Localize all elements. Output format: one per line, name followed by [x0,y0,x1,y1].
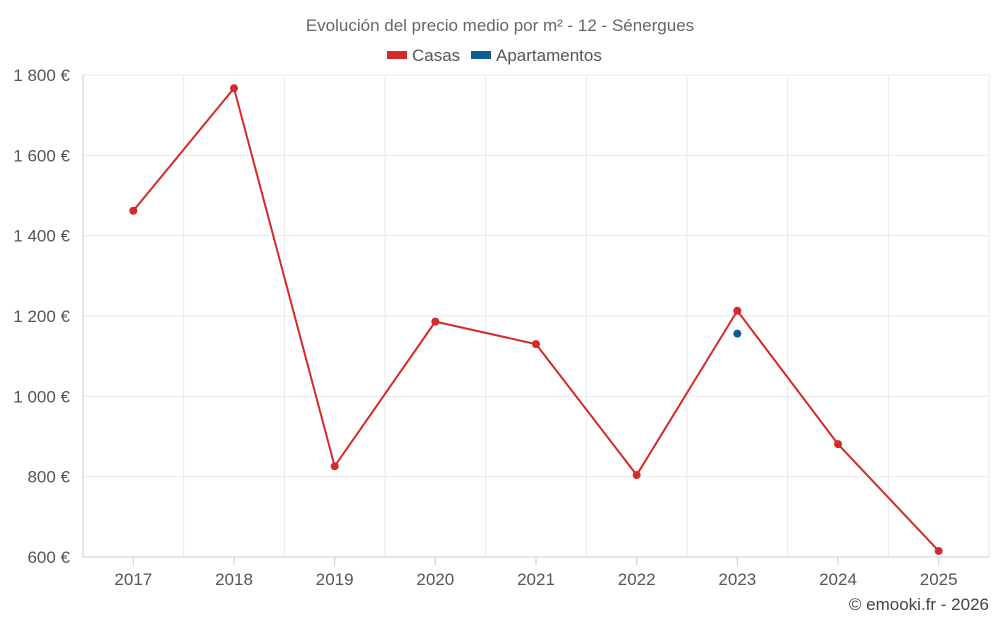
data-point-casas[interactable] [632,471,641,480]
y-tick-label: 1 400 € [13,227,70,246]
data-point-casas[interactable] [934,546,943,555]
legend: Casas Apartamentos [387,46,602,65]
credit-text[interactable]: © emooki.fr - 2026 [849,595,989,614]
data-point-casas[interactable] [532,340,540,349]
x-tick-label: 2023 [718,570,756,589]
legend-swatch-casas[interactable] [387,51,407,59]
data-point-casas[interactable] [129,206,138,215]
y-tick-label: 1 000 € [13,387,70,406]
y-tick-label: 800 € [27,468,70,487]
x-tick-label: 2025 [920,570,958,589]
series-line-casas [132,87,940,552]
axes: 600 € 800 € 1 000 € 1 200 € 1 400 € 1 600 € 1 … [13,66,989,589]
y-tick-label: 600 € [27,548,70,567]
x-tick-label: 2020 [416,570,454,589]
series [129,84,943,555]
x-tick-label: 2022 [618,570,656,589]
y-tick-label: 1 800 € [13,66,70,85]
legend-swatch-apartamentos[interactable] [471,51,491,59]
series-casas [129,84,943,555]
x-tick-label: 2021 [517,570,555,589]
data-point-casas[interactable] [330,462,339,471]
legend-label-apartamentos[interactable]: Apartamentos [496,46,602,65]
data-point-casas[interactable] [834,440,842,449]
x-tick-label: 2017 [114,570,152,589]
data-point-apartamentos[interactable] [733,329,742,338]
grid [83,74,990,557]
data-point-casas[interactable] [733,306,742,315]
y-tick-label: 1 200 € [13,307,70,326]
series-apartamentos [733,329,742,338]
chart-title: Evolución del precio medio por m² - 12 -… [306,16,694,35]
x-tick-label: 2018 [215,570,253,589]
data-point-casas[interactable] [230,84,238,93]
x-tick-label: 2024 [819,570,857,589]
x-tick-label: 2019 [316,570,354,589]
data-point-casas[interactable] [431,317,440,326]
legend-label-casas[interactable]: Casas [412,46,460,65]
y-tick-label: 1 600 € [13,146,70,165]
